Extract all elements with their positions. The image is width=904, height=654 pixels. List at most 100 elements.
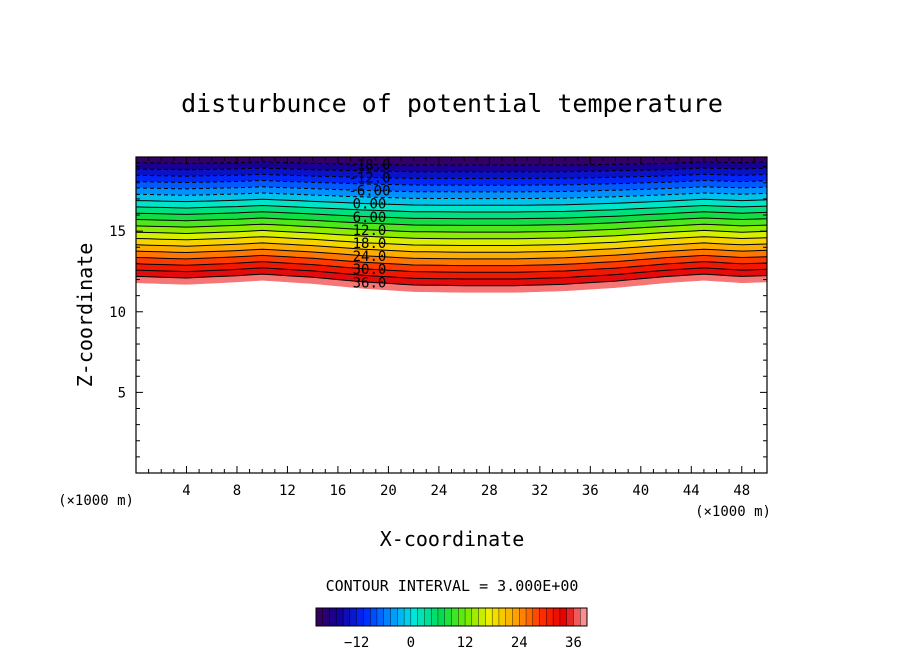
contour-labels: -18.0-12.0-6.000.006.0012.018.024.030.03… [348,157,390,291]
colorbar-segment [444,607,453,627]
contour-label: 6.00 [353,210,387,226]
colorbar-segment [403,607,412,627]
colorbar-frame [315,607,588,627]
contour-line [135,267,768,280]
colorbar-segment [464,607,473,627]
colorbar-segment [397,607,405,627]
contour-label: -18.0 [348,157,390,173]
colorbar-segment [349,607,358,627]
contour-line [135,204,768,213]
contour-line [135,211,768,220]
y-tick-label: 5 [118,385,126,401]
x-tick-label: 28 [481,483,498,499]
colorbar-segment [363,607,371,627]
contour-line [135,186,768,193]
colorbar-segment [485,607,493,627]
colorbar-segment [546,607,554,627]
colorbar-tick-label: 0 [407,635,415,651]
colorbar-segment [437,607,446,627]
x-tick-label: 16 [329,483,346,499]
plot-area [135,157,768,293]
colorbar-segment [390,607,398,627]
colorbar-segment [376,607,385,627]
colorbar-segment [580,607,588,627]
colorbar-segment [342,607,351,627]
colorbar-segment [336,607,344,627]
colorbar-segment [424,607,432,627]
contour-label: 24.0 [353,249,387,265]
colorbar-segment [471,607,480,627]
colorbar-segment [491,607,500,627]
colorbar-segment [451,607,459,627]
contour-line [135,217,768,226]
contour-line [135,161,768,166]
colorbar-tick-label: 24 [511,635,528,651]
contour-line [135,173,768,179]
colorbar-segment [430,607,439,627]
contour-line [135,179,768,186]
x-axis-title: X-coordinate [380,527,525,551]
contour-label: 36.0 [353,275,387,291]
contour-line [135,254,768,267]
colorbar-segment [370,607,378,627]
colorbar-segment [356,607,364,627]
colorbar-segment [505,607,513,627]
colorbar-segment [383,607,392,627]
contour-interval-note: CONTOUR INTERVAL = 3.000E+00 [326,577,579,595]
colorbar-segment [410,607,419,627]
x-axis-unit: (×1000 m) [695,504,771,520]
x-tick-label: 48 [733,483,750,499]
contour-label: -12.0 [348,170,390,186]
colorbar-tick-label: 12 [457,635,474,651]
x-tick-label: 8 [233,483,241,499]
colorbar-segment [566,607,574,627]
contour-label: 12.0 [353,223,387,239]
colorbar-segment [559,607,568,627]
colorbar-segment [329,607,337,627]
colorbar-segment [458,607,466,627]
contour-line [135,198,768,206]
colorbar-segment [539,607,547,627]
colorbar-segment [519,607,527,627]
y-axis-unit: (×1000 m) [58,493,134,509]
colorbar: −12 0 12 24 36 [315,607,588,651]
y-axis-title: Z-coordinate [73,243,97,388]
colorbar-segment [417,607,425,627]
x-tick-label: 12 [279,483,296,499]
contour-line [135,167,768,173]
contour-line [135,273,768,287]
chart-title: disturbunce of potential temperature [181,89,723,118]
contour-label: 18.0 [353,236,387,252]
colorbar-segment [525,607,534,627]
x-tick-label: 40 [632,483,649,499]
colorbar-tick-label: 36 [565,635,582,651]
contour-line [135,242,768,253]
filled-band-top [136,157,767,166]
x-tick-label: 44 [683,483,700,499]
colorbar-segment [552,607,561,627]
y-tick-label: 10 [109,305,126,321]
contour-line [135,248,768,260]
y-tick-label: 15 [109,224,126,240]
contour-line [135,192,768,200]
colorbar-segment [573,607,581,627]
contour-label: 30.0 [353,262,387,278]
contour-line [135,261,768,273]
colorbar-segment [322,607,331,627]
colorbar-segment [512,607,520,627]
contour-line [135,236,768,246]
x-tick-label: 32 [531,483,548,499]
contour-line [135,223,768,233]
colorbar-segment [532,607,541,627]
contour-label: 0.00 [353,197,387,213]
colorbar-segment [498,607,507,627]
x-tick-label: 24 [430,483,447,499]
x-tick-label: 20 [380,483,397,499]
contour-label: -6.00 [348,184,390,200]
colorbar-tick-label: −12 [344,635,369,651]
x-tick-label: 4 [182,483,190,499]
contour-line [135,229,768,240]
colorbar-segment [478,607,486,627]
